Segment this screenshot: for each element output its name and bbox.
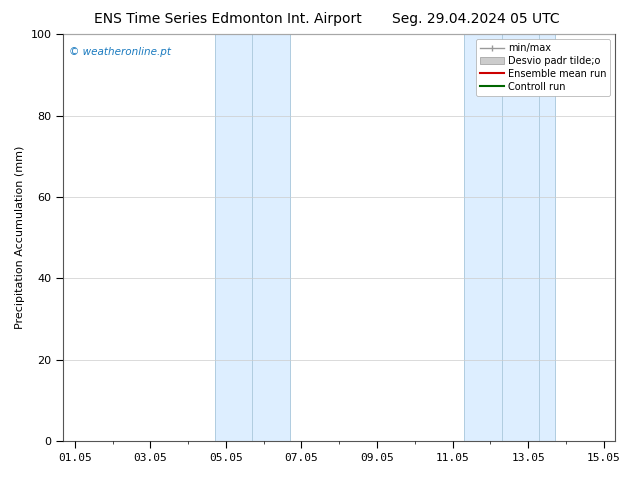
Text: © weatheronline.pt: © weatheronline.pt [69, 47, 171, 56]
Text: ENS Time Series Edmonton Int. Airport: ENS Time Series Edmonton Int. Airport [94, 12, 362, 26]
Bar [214, 34, 290, 441]
Y-axis label: Precipitation Accumulation (mm): Precipitation Accumulation (mm) [15, 146, 25, 329]
Bar [464, 34, 555, 441]
Text: Seg. 29.04.2024 05 UTC: Seg. 29.04.2024 05 UTC [392, 12, 559, 26]
Legend: min/max, Desvio padr tilde;o, Ensemble mean run, Controll run: min/max, Desvio padr tilde;o, Ensemble m… [476, 39, 610, 96]
